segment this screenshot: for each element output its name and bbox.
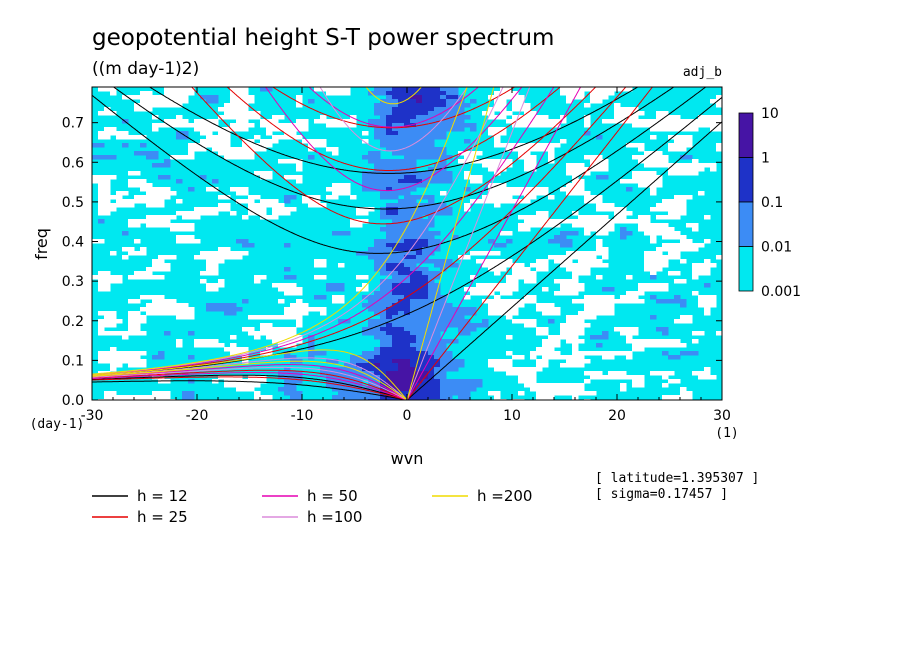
- curve-h100-er1: [92, 357, 407, 400]
- x-tick-label: 10: [503, 408, 521, 424]
- curve-h200-mrg: [92, 87, 468, 375]
- colorbar-swatch: [738, 112, 754, 158]
- curve-h200-kelvin: [406, 87, 495, 400]
- curve-h50-ig1: [264, 87, 523, 192]
- legend-label: h =100: [307, 508, 362, 526]
- x-tick-label: -20: [186, 408, 209, 424]
- legend-label: h = 25: [137, 508, 188, 526]
- curve-h50-er2: [92, 372, 407, 400]
- colorbar-label: 0.1: [761, 195, 783, 211]
- y-tick-label: 0.1: [62, 353, 84, 369]
- x-axis-unit: (1): [715, 426, 738, 441]
- curve-h25-mrg: [92, 87, 627, 376]
- colorbar-swatch: [738, 246, 754, 292]
- x-axis-label: wvn: [391, 449, 424, 468]
- legend: h = 12 h = 25 h = 50 h =100 h =200: [92, 487, 532, 526]
- sigma-annotation: [ sigma=0.17457 ]: [595, 487, 728, 502]
- curve-h25-ig2: [226, 87, 561, 171]
- chart-units: ((m day-1)2): [92, 59, 199, 79]
- y-tick-label: 0.2: [62, 314, 84, 330]
- y-axis-ticks: 0.0 0.1 0.2 0.3 0.4 0.5 0.6 0.7: [62, 116, 722, 409]
- curve-h100-er2: [92, 366, 407, 400]
- x-tick-label: -10: [291, 408, 314, 424]
- curve-h12-kelvin: [406, 121, 722, 400]
- curve-h25-er1: [92, 369, 407, 400]
- curve-h200-er1: [92, 349, 407, 400]
- curve-h12-er1: [92, 374, 407, 400]
- x-tick-label: -30: [81, 408, 104, 424]
- latitude-annotation: [ latitude=1.395307 ]: [595, 471, 759, 486]
- colorbar: 10 1 0.1 0.01 0.001: [738, 106, 801, 300]
- curve-h25-ig1: [191, 87, 597, 225]
- curve-h50-er1: [92, 364, 407, 400]
- heatmap-field: [92, 87, 722, 400]
- y-axis-unit: (day-1): [30, 417, 85, 432]
- curve-h25-kelvin: [406, 87, 654, 400]
- curve-h100-kelvin: [406, 87, 531, 400]
- curve-h200-er2: [92, 360, 407, 400]
- curve-h200-ig1: [365, 87, 423, 105]
- curve-h12-ig1: [92, 87, 707, 254]
- colorbar-label: 1: [761, 151, 770, 167]
- colorbar-label: 0.01: [761, 240, 792, 256]
- run-label: adj_b: [683, 65, 722, 80]
- curve-h50-mrg: [92, 87, 555, 376]
- y-tick-label: 0.0: [62, 393, 84, 409]
- y-tick-label: 0.5: [62, 195, 84, 211]
- y-axis-label: freq: [32, 228, 51, 260]
- legend-label: h =200: [477, 487, 532, 505]
- x-tick-label: 20: [608, 408, 626, 424]
- curve-h12-ig2: [112, 87, 675, 210]
- y-tick-label: 0.3: [62, 274, 84, 290]
- chart-title: geopotential height S-T power spectrum: [92, 25, 554, 51]
- curve-h12-ig3: [148, 87, 639, 174]
- legend-label: h = 50: [307, 487, 358, 505]
- curve-h100-ig1: [319, 87, 468, 152]
- y-tick-label: 0.7: [62, 116, 84, 132]
- curve-h12-er2: [92, 380, 407, 400]
- y-tick-label: 0.6: [62, 155, 84, 171]
- legend-label: h = 12: [137, 487, 188, 505]
- x-tick-label: 0: [403, 408, 412, 424]
- x-tick-label: 30: [713, 408, 731, 424]
- colorbar-swatch: [738, 201, 754, 247]
- colorbar-swatch: [738, 157, 754, 203]
- curve-h25-ig3: [271, 87, 516, 129]
- colorbar-label: 0.001: [761, 284, 801, 300]
- curve-h25-er2: [92, 376, 407, 400]
- curve-h50-kelvin: [406, 87, 582, 400]
- colorbar-label: 10: [761, 106, 779, 122]
- dispersion-curves: [92, 87, 722, 400]
- y-tick-label: 0.4: [62, 235, 84, 251]
- curve-h12-mrg: [92, 96, 722, 377]
- curve-h50-ig2: [308, 87, 480, 128]
- x-axis-ticks: -30 -20 -10 0 10 20 30: [81, 87, 731, 424]
